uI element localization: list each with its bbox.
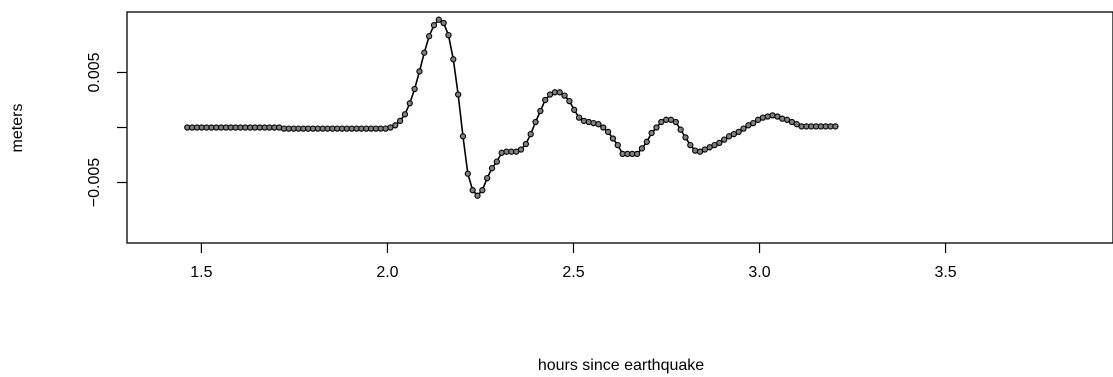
- data-point: [411, 85, 418, 93]
- data-point: [459, 133, 467, 140]
- data-point: [479, 187, 486, 194]
- y-axis: −0.005 0.005: [86, 52, 127, 207]
- data-point: [401, 111, 409, 118]
- y-tick-label: 0.005: [86, 52, 103, 92]
- data-point: [517, 146, 525, 153]
- data-point: [677, 126, 684, 133]
- series-points: [184, 16, 839, 199]
- data-point: [633, 150, 641, 158]
- data-point: [469, 187, 476, 194]
- data-point: [532, 118, 539, 126]
- x-tick-label: 3.5: [934, 264, 956, 281]
- data-point: [740, 125, 747, 132]
- data-point: [440, 19, 447, 27]
- data-point: [566, 97, 573, 105]
- data-point: [416, 68, 423, 75]
- data-point: [575, 114, 583, 121]
- data-point: [832, 123, 839, 130]
- data-point: [445, 31, 452, 39]
- data-point: [595, 121, 602, 128]
- data-point: [643, 138, 650, 145]
- series-line: [187, 18, 836, 197]
- x-tick-label: 3.0: [748, 264, 770, 281]
- data-point: [750, 119, 757, 127]
- data-point: [430, 22, 438, 29]
- data-point: [435, 16, 442, 23]
- data-point: [638, 145, 646, 152]
- data-point: [425, 33, 433, 40]
- data-point: [484, 174, 491, 182]
- data-point: [600, 124, 607, 131]
- data-point: [464, 170, 471, 177]
- data-point: [522, 140, 530, 148]
- data-point: [542, 96, 549, 104]
- data-point: [604, 128, 612, 136]
- data-point: [392, 122, 399, 129]
- y-axis-label: meters: [9, 104, 26, 153]
- data-point: [537, 107, 544, 115]
- data-point: [396, 117, 404, 125]
- y-tick-label: −0.005: [86, 158, 103, 207]
- data-point: [474, 192, 481, 199]
- x-tick-label: 2.5: [562, 264, 584, 281]
- data-point: [556, 89, 563, 96]
- x-tick-label: 2.0: [376, 264, 398, 281]
- data-point: [421, 49, 428, 56]
- data-point: [609, 135, 617, 142]
- data-point: [571, 106, 578, 114]
- x-tick-label: 1.5: [190, 264, 212, 281]
- data-point: [493, 158, 500, 165]
- data-point: [735, 128, 742, 136]
- data-point: [648, 129, 655, 137]
- data-point: [716, 139, 723, 147]
- data-point: [614, 141, 621, 149]
- data-point: [488, 165, 496, 172]
- data-point: [406, 100, 413, 107]
- data-point: [653, 124, 660, 131]
- x-axis-label: hours since earthquake: [538, 357, 704, 374]
- data-point: [672, 118, 679, 126]
- data-point: [687, 141, 694, 149]
- data-point: [561, 92, 568, 99]
- x-axis: 1.5 2.0 2.5 3.0 3.5: [190, 243, 957, 281]
- data-point: [682, 134, 689, 141]
- data-point: [450, 56, 457, 63]
- data-point: [721, 136, 728, 143]
- data-point: [527, 130, 534, 138]
- data-point: [454, 91, 462, 98]
